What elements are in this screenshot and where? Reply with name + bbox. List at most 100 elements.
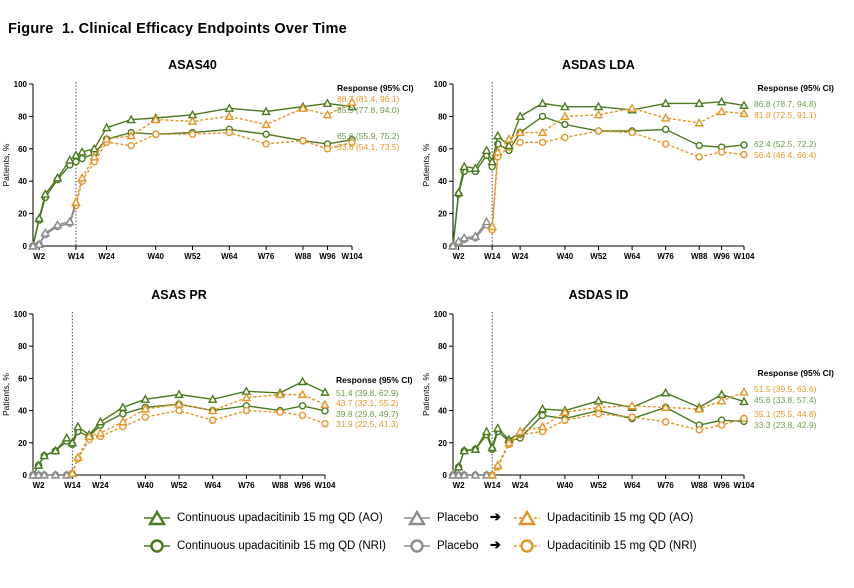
legend-arrow-ao-icon: ➔ — [490, 509, 501, 524]
chart-title: ASDAS LDA — [562, 58, 635, 72]
data-point-switch-triangle — [504, 134, 514, 143]
x-tick-label: W52 — [171, 481, 188, 490]
data-point-continuous-triangle — [207, 394, 218, 403]
data-point-continuous-triangle — [593, 101, 604, 111]
y-tick-label: 60 — [438, 374, 447, 383]
charts-canvas: ASAS40 0 20 40 60 80 100 Patients, % W2 W14 W24 W40… — [1, 58, 834, 490]
response-label: 81.8 (72.5, 91.1) — [754, 110, 817, 120]
data-point-continuous-triangle — [126, 114, 136, 124]
chart-title: ASAS40 — [168, 58, 217, 72]
response-header: Response (95% CI) — [757, 368, 834, 378]
data-point-continuous-triangle — [537, 403, 548, 413]
x-tick-label: W14 — [484, 481, 501, 490]
data-point-switch-circle — [661, 140, 670, 148]
x-tick-label: W40 — [557, 481, 574, 490]
x-tick-label: W104 — [342, 252, 363, 261]
data-point-switch-circle — [225, 128, 234, 137]
data-point-placebo-triangle — [39, 469, 50, 479]
data-point-placebo-triangle — [34, 239, 44, 248]
x-tick-label: W96 — [294, 481, 311, 490]
x-tick-label: W76 — [657, 252, 674, 261]
data-point-switch-circle — [628, 413, 636, 421]
series-line-continuous-circle — [32, 128, 353, 247]
data-point-switch-circle — [695, 426, 703, 434]
data-point-continuous-triangle — [481, 145, 492, 155]
x-tick-label: W24 — [98, 252, 115, 261]
data-point-continuous-circle — [321, 407, 329, 415]
data-point-continuous-triangle — [261, 106, 271, 116]
response-label: 63.8 (54.1, 73.5) — [337, 142, 400, 152]
data-point-switch-triangle — [515, 127, 525, 137]
data-point-continuous-triangle — [694, 98, 705, 108]
data-point-continuous-triangle — [77, 146, 87, 156]
y-tick-label: 100 — [14, 80, 28, 89]
x-tick-label: W64 — [624, 252, 641, 261]
data-point-placebo-triangle — [470, 469, 481, 479]
x-tick-label: W76 — [238, 481, 255, 490]
data-point-continuous-triangle — [67, 437, 78, 447]
data-point-placebo-triangle — [453, 469, 464, 479]
legend-label-ao-placebo: Placebo — [437, 512, 479, 524]
data-point-switch-circle — [208, 416, 217, 424]
legend-circle-continuous-icon — [144, 539, 170, 553]
data-point-placebo-triangle — [52, 219, 63, 229]
y-tick-label: 80 — [438, 112, 447, 121]
x-tick-label: W76 — [657, 481, 674, 490]
data-point-switch-triangle — [694, 403, 705, 413]
response-header: Response (95% CI) — [337, 83, 414, 93]
y-tick-label: 40 — [438, 407, 447, 416]
chart-panel-1: ASAS40 0 20 40 60 80 100 Patients, % W2 W14 W24 W40… — [1, 58, 414, 261]
response-label: 43.7 (32.1, 55.2) — [336, 398, 399, 408]
data-point-switch-triangle — [660, 112, 671, 122]
series-line-switch-circle — [71, 409, 326, 474]
data-point-switch-triangle — [275, 389, 285, 399]
data-point-switch-triangle — [627, 400, 637, 410]
data-point-continuous-triangle — [52, 172, 63, 182]
data-point-switch-triangle — [694, 117, 705, 127]
data-point-continuous-triangle — [487, 156, 497, 166]
data-point-continuous-triangle — [140, 394, 151, 403]
x-tick-label: W104 — [315, 481, 336, 490]
data-point-switch-triangle — [298, 103, 308, 112]
y-axis-label: Patients, % — [1, 143, 11, 186]
data-point-continuous-triangle — [33, 460, 44, 469]
x-tick-label: W64 — [204, 481, 221, 490]
data-point-continuous-triangle — [453, 461, 464, 471]
y-tick-label: 60 — [18, 374, 27, 383]
data-point-continuous-triangle — [95, 416, 106, 426]
series-line-switch-circle — [75, 131, 353, 206]
x-tick-label: W2 — [33, 481, 46, 490]
data-point-switch-circle — [151, 130, 160, 138]
x-tick-label: W64 — [221, 252, 238, 261]
y-tick-label: 40 — [18, 407, 27, 416]
y-tick-label: 100 — [434, 80, 448, 89]
response-label: 31.9 (22.5, 41.3) — [336, 419, 399, 429]
data-point-continuous-circle — [262, 130, 270, 138]
data-point-switch-triangle — [187, 116, 198, 125]
data-point-continuous-circle — [538, 411, 547, 420]
data-point-switch-triangle — [560, 407, 570, 416]
data-point-continuous-triangle — [39, 450, 50, 460]
data-point-continuous-circle — [561, 120, 569, 129]
data-point-switch-circle — [348, 138, 356, 147]
data-point-placebo-triangle — [65, 216, 75, 226]
data-point-placebo-triangle — [448, 240, 458, 250]
data-point-continuous-triangle — [297, 376, 308, 386]
series-line-switch-circle — [491, 413, 745, 476]
data-point-switch-triangle — [537, 127, 548, 137]
legend-item-nri-continuous: Continuous upadacitinib 15 mg QD (NRI) — [143, 538, 386, 554]
response-label: 88.7 (81.4, 96.1) — [337, 94, 400, 104]
x-tick-label: W96 — [713, 481, 730, 490]
response-label: 85.9 (77.8, 94.0) — [337, 105, 400, 115]
data-point-switch-circle — [740, 414, 748, 423]
data-point-switch-triangle — [84, 431, 94, 440]
data-point-switch-circle — [242, 406, 251, 415]
data-point-switch-circle — [717, 148, 726, 156]
data-point-continuous-triangle — [537, 98, 548, 108]
data-point-continuous-triangle — [487, 442, 497, 452]
x-tick-label: W96 — [713, 252, 730, 261]
data-point-switch-triangle — [716, 395, 727, 405]
data-point-switch-triangle — [593, 109, 604, 119]
y-axis-label: Patients, % — [1, 373, 11, 416]
x-tick-label: W14 — [484, 252, 501, 261]
